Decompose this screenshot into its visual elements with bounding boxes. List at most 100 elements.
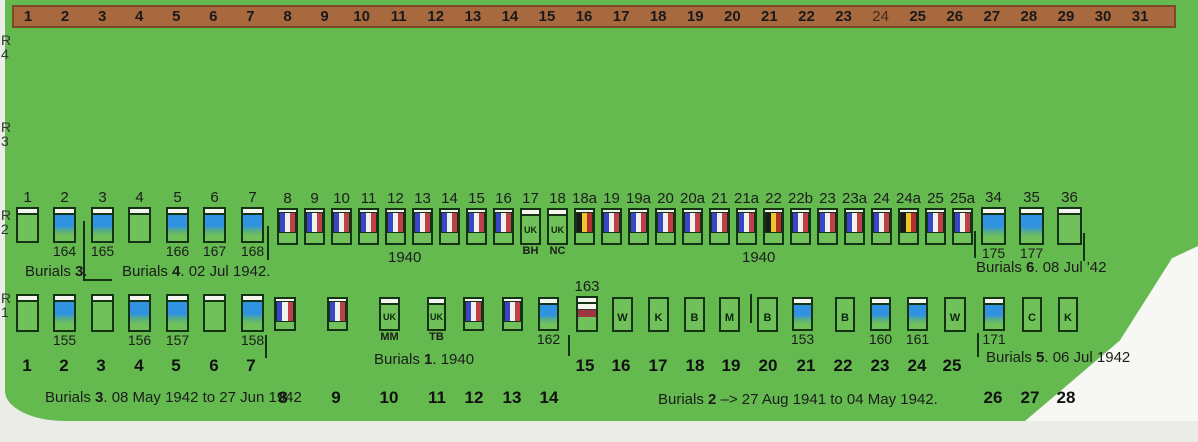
plot-number: 20 <box>758 356 778 375</box>
grave-stone: 158 <box>241 294 264 348</box>
grave-stone: 1 <box>16 189 39 243</box>
french-flag-icon <box>630 212 647 233</box>
stone-number-below: 162 <box>536 331 561 347</box>
flag-stripe <box>425 213 430 232</box>
flag-stripe <box>820 213 825 232</box>
stone-body <box>205 302 224 330</box>
stone-inscription: UK <box>430 312 443 322</box>
grave-stone: 171 <box>982 297 1006 347</box>
french-flag-icon <box>441 212 458 233</box>
grave-stone <box>502 297 523 331</box>
flag-stripe <box>505 302 510 321</box>
flag-stripe <box>614 213 619 232</box>
stone-inscription: K <box>654 311 663 324</box>
stone-body <box>504 322 521 329</box>
stone-top-band <box>130 209 149 215</box>
burials-dates: . 1940 <box>432 351 475 368</box>
flag-stripe <box>496 213 501 232</box>
flag-stripe <box>474 213 479 232</box>
french-flag-icon <box>873 212 890 233</box>
plot-number: 7 <box>246 356 256 375</box>
burials-label: Burials 4. 02 Jul 1942. <box>122 263 270 280</box>
stone-top-sliver <box>684 210 701 212</box>
flag-stripe <box>388 213 393 232</box>
stone-top-band <box>983 209 1004 215</box>
plot-number: 2 <box>59 356 69 375</box>
grave-stone <box>463 297 484 331</box>
grave-stone: B <box>757 297 778 332</box>
ruler-number: 26 <box>946 8 964 25</box>
stone-body <box>603 233 620 243</box>
plot-number: 8 <box>278 388 288 407</box>
stone-inscription: B <box>841 311 849 324</box>
stone-body <box>954 233 971 243</box>
ruler-number: 23 <box>835 8 852 25</box>
stone-body <box>130 302 149 330</box>
stone-number-below: 175 <box>981 245 1006 261</box>
stone-top-band <box>985 299 1003 305</box>
flag-stripe <box>852 213 857 232</box>
ruler-number: 10 <box>353 8 370 25</box>
ruler-number: 16 <box>575 8 593 25</box>
stone-number-below: 171 <box>982 331 1006 347</box>
flag-stripe <box>469 213 474 232</box>
plot-number: 24 <box>907 356 927 375</box>
stone-top-band <box>93 209 112 215</box>
flag-stripe <box>471 302 476 321</box>
grave-stone: 6 167 <box>203 189 226 259</box>
burials-bracket <box>83 221 112 281</box>
stone-body <box>684 233 701 243</box>
burials-prefix: Burials <box>976 259 1027 276</box>
french-flag-icon <box>333 212 350 233</box>
flag-stripe <box>712 213 717 232</box>
french-flag-icon <box>846 212 863 233</box>
stone-top-band <box>18 209 37 215</box>
grave-stone: 9 <box>304 190 325 245</box>
stone-number-above: 14 <box>441 190 458 207</box>
stone-number-above: 35 <box>1023 189 1040 206</box>
ruler-number: 7 <box>246 8 255 25</box>
stone-body <box>792 233 809 243</box>
grave-stone: B <box>835 297 855 332</box>
stone-top-sliver <box>329 299 346 301</box>
stone-body <box>794 305 811 329</box>
stone-top-sliver <box>873 210 890 212</box>
stone-top-band <box>522 210 539 216</box>
flag-stripe <box>749 213 754 232</box>
stone-number-above: 22 <box>765 190 782 207</box>
grave-stone: 22b <box>788 190 813 245</box>
stone-inscription: UK <box>383 312 396 322</box>
grave-stone: 14 <box>439 190 460 245</box>
stone-body <box>465 322 482 329</box>
flag-stripe <box>965 213 970 232</box>
stone-top-sliver <box>504 299 521 301</box>
grave-stone <box>91 294 114 332</box>
stone-top-band <box>243 209 262 215</box>
plot-number: 27 <box>1020 388 1040 407</box>
stone-body <box>909 305 926 329</box>
french-flag-icon <box>603 212 620 233</box>
flag-stripe <box>479 213 484 232</box>
stone-top-band <box>578 298 596 304</box>
burials-label: Burials 5. 06 Jul 1942 <box>986 349 1130 366</box>
flag-stripe <box>393 213 398 232</box>
grave-stone <box>327 297 348 331</box>
flag-stripe <box>884 213 889 232</box>
row-label-letter: R <box>1 119 12 135</box>
flag-stripe <box>690 213 695 232</box>
stone-top-band <box>130 296 149 302</box>
stone-top-sliver <box>414 210 431 212</box>
stone-number-below: BH <box>522 245 539 257</box>
flag-stripe <box>771 213 776 232</box>
grave-stone: UK TB <box>427 297 446 343</box>
stone-top-sliver <box>738 210 755 212</box>
flag-stripe <box>282 302 288 321</box>
burials-dates: . 08 Jul '42 <box>1034 259 1107 276</box>
stone-top-band <box>55 296 74 302</box>
stone-inscription: W <box>617 311 628 324</box>
burials-label: Burials 6. 08 Jul '42 <box>976 259 1106 276</box>
plot-number: 5 <box>171 356 181 375</box>
stone-top-sliver <box>657 210 674 212</box>
grave-stone: 34 175 <box>981 189 1006 261</box>
